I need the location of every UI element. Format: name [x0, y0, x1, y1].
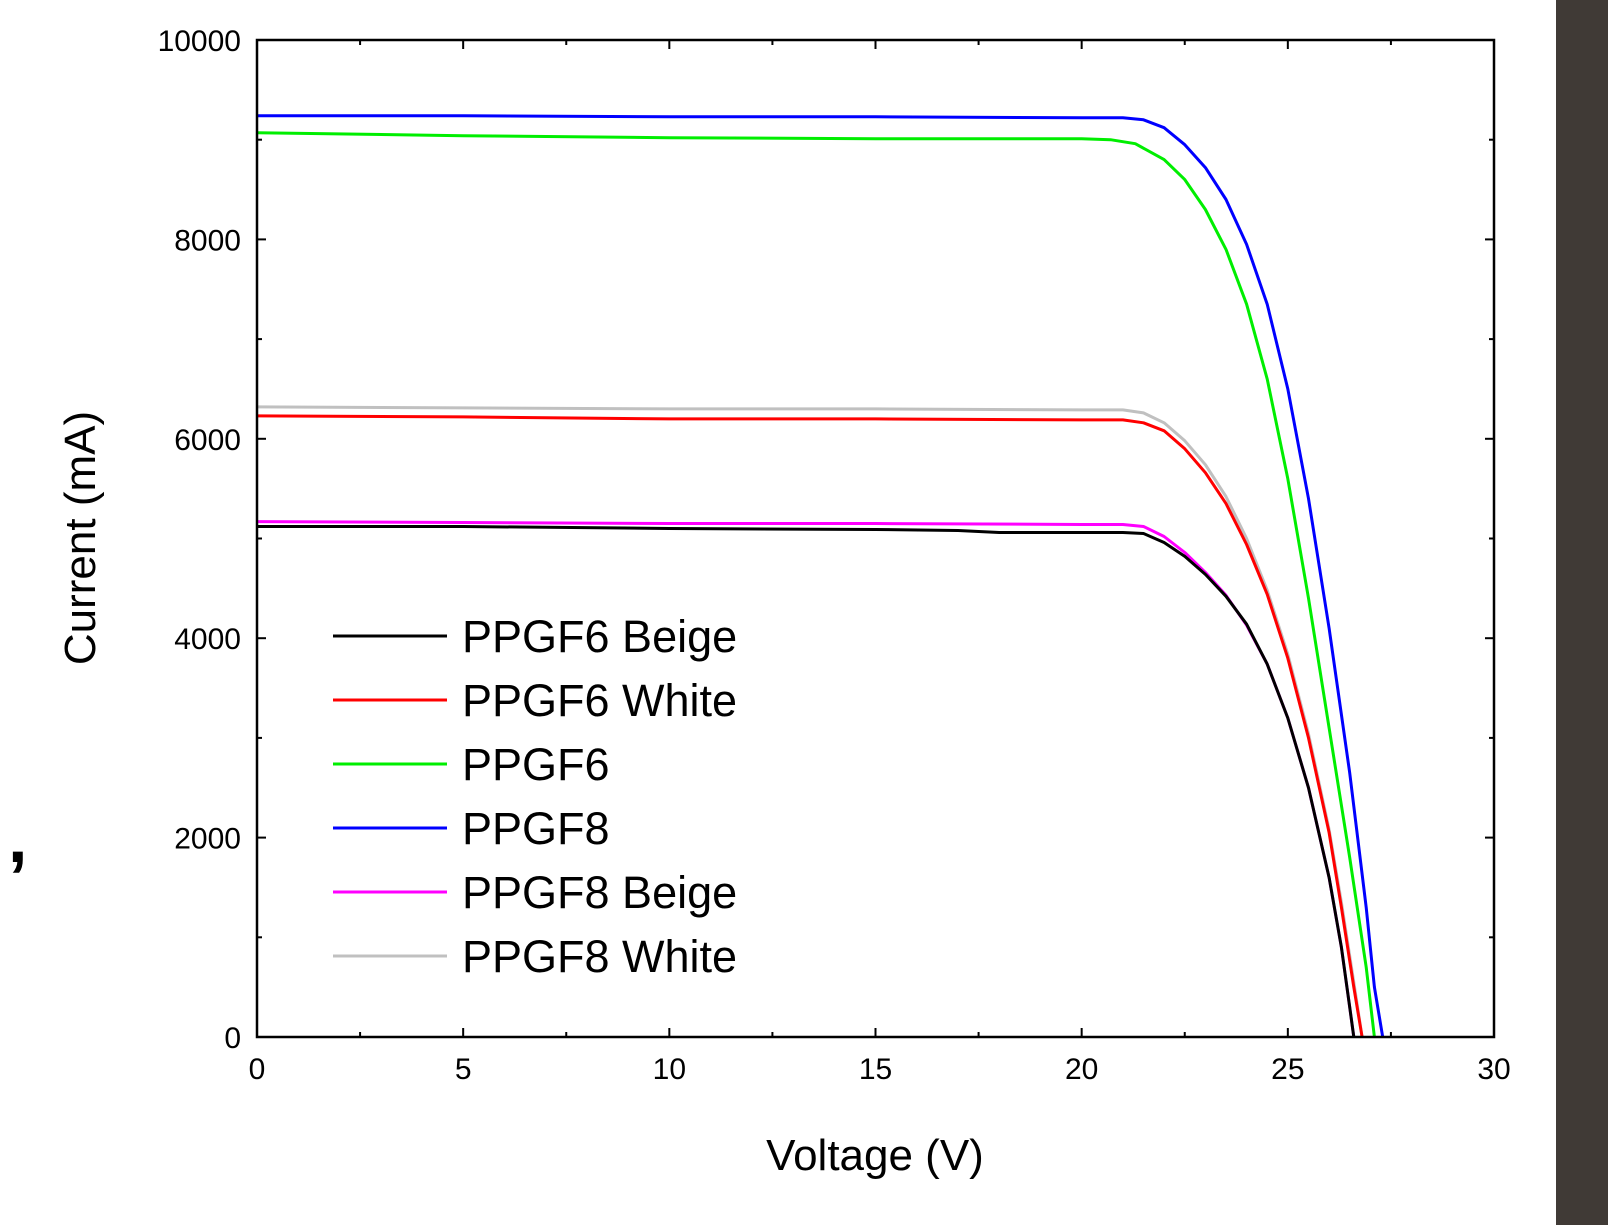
legend-label-5: PPGF8 White — [462, 931, 737, 982]
y-axis-title: Current (mA) — [56, 411, 105, 665]
y-tick-label: 6000 — [174, 424, 241, 457]
x-tick-label: 10 — [653, 1053, 686, 1086]
plot-frame — [255, 38, 1496, 1039]
x-tick-label: 0 — [249, 1053, 266, 1086]
legend: PPGF6 Beige PPGF6 White PPGF6 PPGF8 PPGF8 Be… — [333, 611, 737, 982]
series-line-1 — [256, 414, 1364, 1038]
x-tick-label: 30 — [1477, 1053, 1510, 1086]
stray-comma-mark: , — [8, 799, 27, 877]
series-line-0 — [257, 525, 1356, 1038]
legend-label-2: PPGF6 — [462, 739, 610, 790]
tick-labels-layer: 0 5 10 15 20 25 30 0 2000 4000 6000 8000 10000 — [158, 25, 1511, 1086]
x-tick-label: 15 — [859, 1053, 892, 1086]
right-edge-bar — [1556, 0, 1608, 1225]
legend-label-0: PPGF6 Beige — [462, 611, 737, 662]
series-line-5 — [256, 405, 1364, 1038]
legend-label-1: PPGF6 White — [462, 675, 737, 726]
y-tick-label: 0 — [224, 1022, 241, 1055]
series-line-2 — [256, 131, 1376, 1038]
legend-label-4: PPGF8 Beige — [462, 867, 737, 918]
series-layer — [256, 114, 1385, 1038]
y-tick-label: 4000 — [174, 623, 241, 656]
y-tick-label: 8000 — [174, 224, 241, 257]
x-tick-label: 5 — [455, 1053, 472, 1086]
series-line-4 — [256, 520, 1356, 1038]
x-tick-label: 25 — [1271, 1053, 1304, 1086]
ticks-layer — [256, 39, 1495, 1038]
series-line-3 — [257, 114, 1385, 1038]
y-tick-label: 10000 — [158, 25, 241, 58]
x-tick-label: 20 — [1065, 1053, 1098, 1086]
legend-label-3: PPGF8 — [462, 803, 610, 854]
x-axis-title: Voltage (V) — [766, 1131, 984, 1180]
y-tick-label: 2000 — [174, 823, 241, 856]
